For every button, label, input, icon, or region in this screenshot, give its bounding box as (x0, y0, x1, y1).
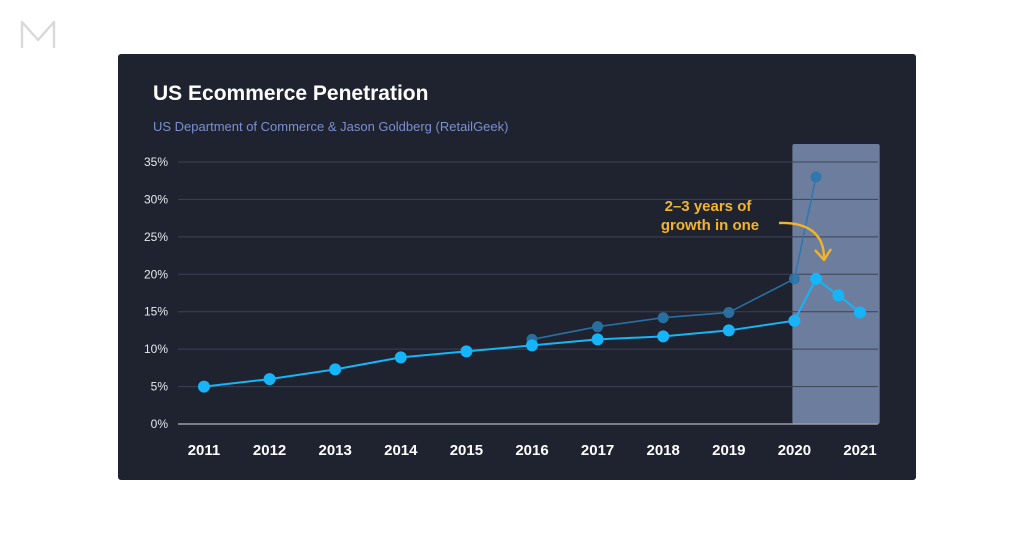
brand-logo (20, 20, 56, 48)
y-axis-ticks: 0% 5% 10% 15% 20% 25% 30% 35% (144, 155, 168, 431)
data-point (810, 171, 822, 183)
data-point (832, 289, 845, 302)
data-point (788, 314, 801, 327)
highlight-region (792, 144, 880, 424)
annotation-arrowhead (814, 248, 833, 262)
data-point (657, 312, 669, 324)
data-point (788, 273, 800, 285)
x-tick-label: 2011 (188, 442, 221, 459)
y-tick-label: 30% (144, 192, 168, 206)
x-axis-ticks: 2011 2012 2013 2014 2015 2016 2017 2018 2019 2020… (188, 442, 877, 459)
data-point (394, 351, 407, 364)
x-tick-label: 2020 (778, 442, 811, 459)
x-tick-label: 2018 (647, 442, 680, 459)
series-line (531, 176, 817, 341)
annotation-arrow (778, 221, 826, 259)
chart-canvas: 0%5%10%15%20%25%30%35% 2011 2012 2013 2014 2… (144, 144, 880, 459)
chart-card: 0% 5% 10% 15% 20% 25% 30% 35% 2011 2012 2013 2014 2… (118, 54, 916, 480)
y-tick-label: 0% (151, 417, 169, 431)
data-point (263, 373, 276, 386)
annotation-line-1: 2–3 years of (665, 198, 753, 215)
x-tick-label: 2016 (515, 442, 548, 459)
y-tick-label: 15% (144, 305, 168, 319)
annotation: 2–3 years of growth in one (661, 198, 833, 262)
y-tick-label: 5% (151, 380, 169, 394)
y-tick-label: 20% (144, 267, 168, 281)
x-tick-label: 2012 (253, 442, 286, 459)
data-point (591, 333, 604, 346)
data-point (810, 272, 823, 285)
series-layer (198, 171, 866, 393)
x-tick-label: 2015 (450, 442, 483, 459)
data-point (723, 306, 735, 318)
x-tick-label: 2013 (319, 442, 352, 459)
data-point (460, 345, 473, 358)
data-point (329, 363, 342, 376)
data-point (198, 380, 210, 393)
data-point (854, 306, 866, 319)
data-point (657, 330, 670, 343)
grid-lines (178, 161, 878, 388)
x-tick-label: 2014 (384, 442, 418, 459)
series-1 (198, 272, 866, 393)
x-tick-label: 2021 (843, 442, 876, 459)
chart-subtitle: US Department of Commerce & Jason Goldbe… (153, 119, 509, 134)
x-tick-label: 2019 (712, 442, 745, 459)
y-tick-label: 25% (144, 230, 168, 244)
annotation-line-2: growth in one (661, 217, 759, 234)
x-tick-label: 2017 (581, 442, 614, 459)
data-point (526, 339, 538, 352)
data-point (722, 324, 735, 337)
y-tick-label: 10% (144, 342, 168, 356)
data-point (592, 321, 604, 333)
y-tick-label: 35% (144, 155, 168, 169)
chart-title: US Ecommerce Penetration (153, 82, 429, 105)
